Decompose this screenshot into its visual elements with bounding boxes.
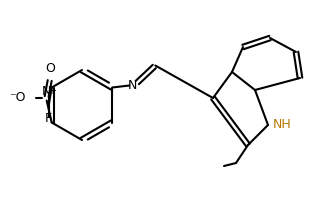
- Text: N: N: [42, 85, 52, 97]
- Text: F: F: [45, 111, 52, 125]
- Text: +: +: [48, 86, 56, 95]
- Text: NH: NH: [273, 118, 292, 131]
- Text: N: N: [128, 79, 137, 92]
- Text: O: O: [45, 62, 55, 74]
- Text: ⁻O: ⁻O: [9, 91, 26, 104]
